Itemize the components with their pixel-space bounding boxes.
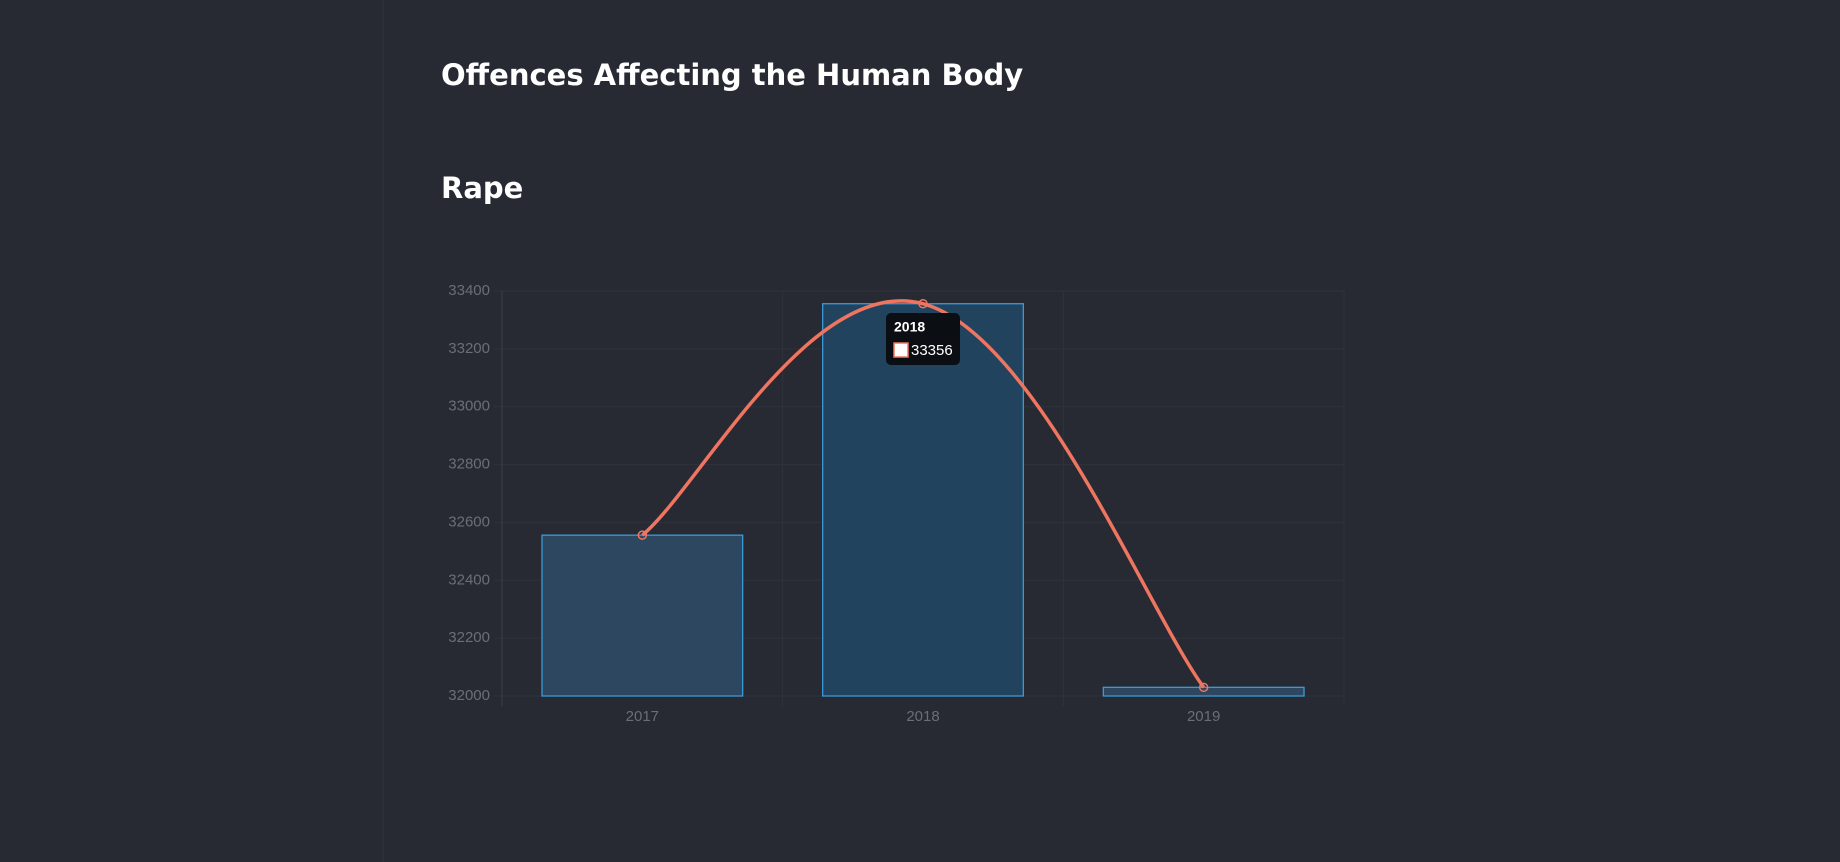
y-tick-label: 32000 [448, 687, 490, 704]
y-tick-label: 32400 [448, 571, 490, 588]
x-tick-label: 2019 [1187, 708, 1220, 725]
tooltip-swatch [893, 342, 909, 358]
tooltip-value: 33356 [911, 342, 953, 359]
y-tick-label: 33400 [448, 282, 490, 299]
trend-line [641, 299, 1206, 689]
line-point [918, 298, 928, 309]
x-tick-label: 2017 [626, 708, 659, 725]
y-tick-label: 33200 [448, 340, 490, 357]
y-tick-label: 32600 [448, 513, 490, 530]
line-point [1198, 682, 1209, 693]
bar [541, 534, 744, 697]
x-tick-label: 2018 [906, 708, 939, 725]
y-tick-label: 32200 [448, 629, 490, 646]
line-point [637, 530, 648, 540]
chart-title: Rape [441, 171, 523, 205]
page-title: Offences Affecting the Human Body [441, 58, 1023, 92]
tooltip-title: 2018 [894, 319, 925, 335]
bar [822, 303, 1024, 697]
y-tick-label: 32800 [448, 456, 490, 473]
y-tick-label: 33000 [448, 398, 490, 415]
